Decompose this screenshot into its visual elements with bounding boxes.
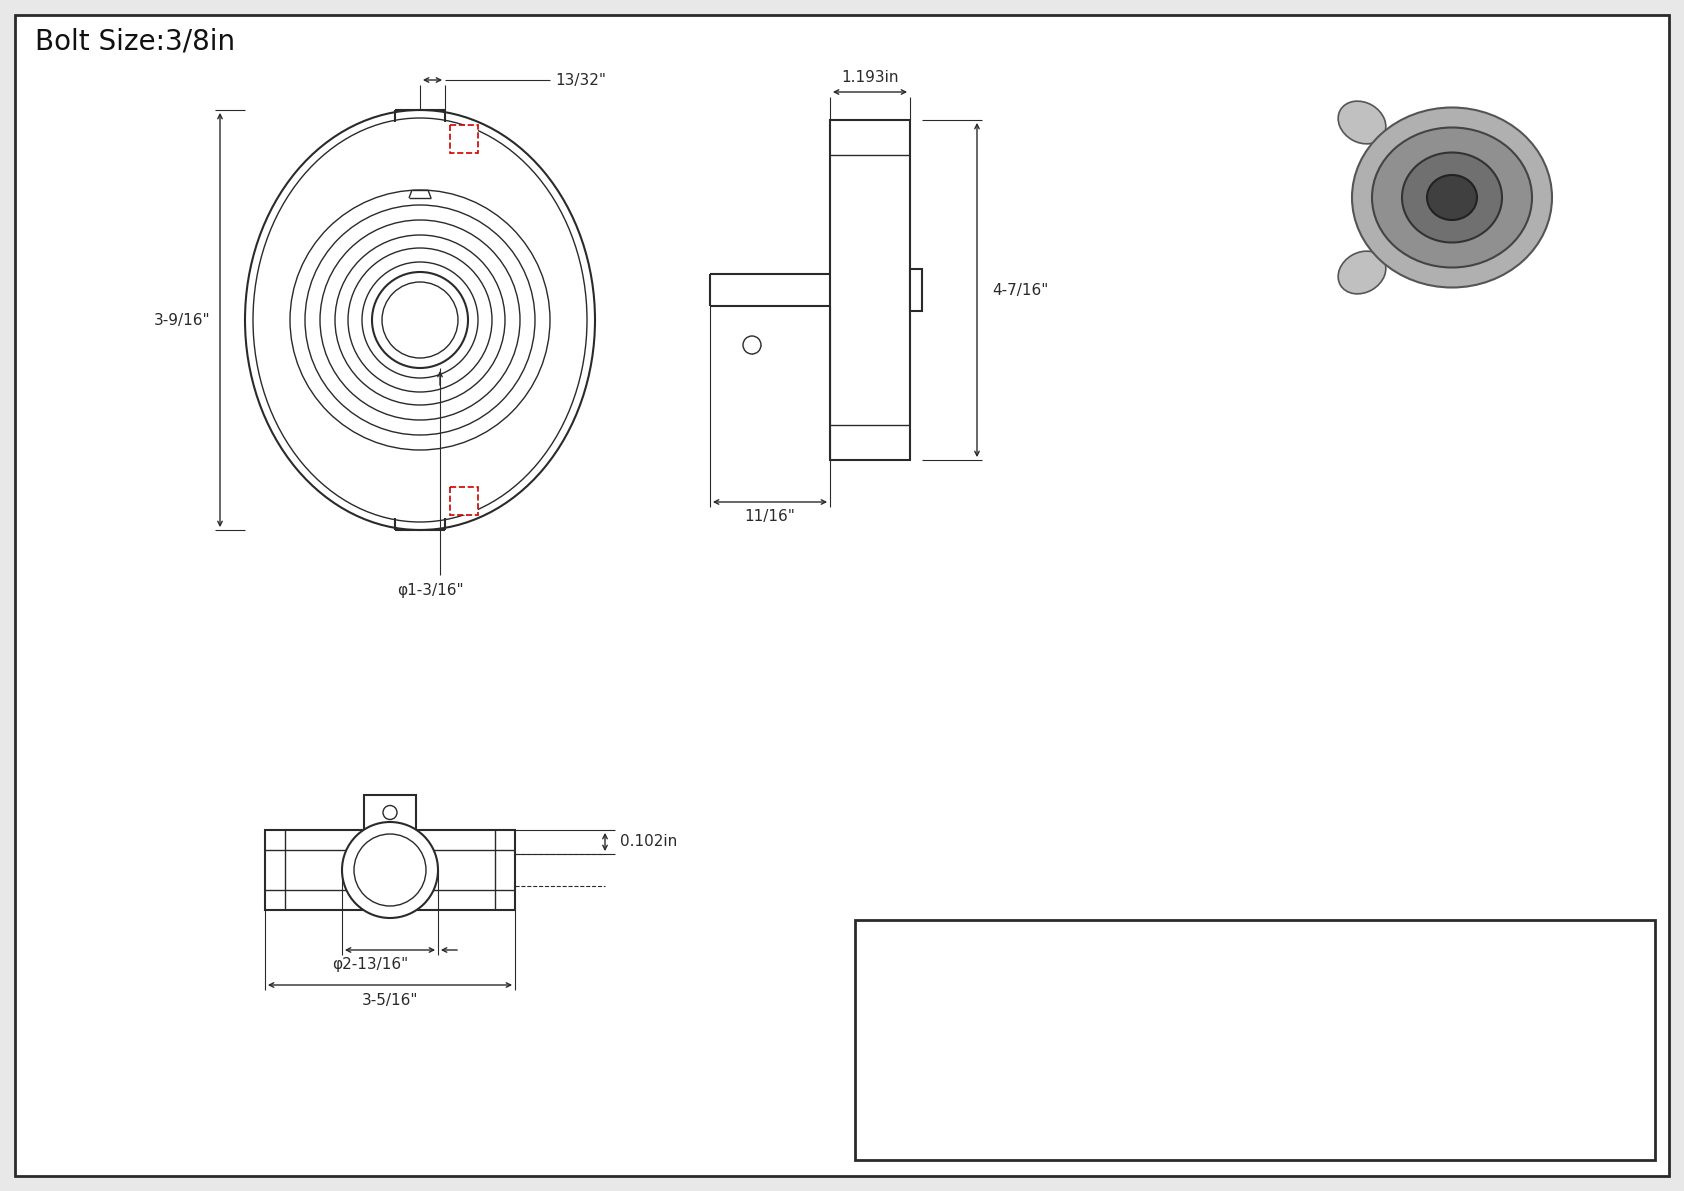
Text: 1.193in: 1.193in bbox=[842, 70, 899, 86]
Text: Part
Number: Part Number bbox=[948, 1079, 1021, 1122]
Text: 3-5/16": 3-5/16" bbox=[362, 992, 418, 1008]
Text: 4-7/16": 4-7/16" bbox=[992, 282, 1049, 298]
Text: 3-9/16": 3-9/16" bbox=[153, 312, 210, 328]
Text: φ1-3/16": φ1-3/16" bbox=[397, 582, 463, 598]
Bar bbox=[450, 487, 478, 515]
Circle shape bbox=[743, 336, 761, 354]
Text: Bolt Size:3/8in: Bolt Size:3/8in bbox=[35, 29, 236, 56]
Ellipse shape bbox=[1426, 175, 1477, 220]
Ellipse shape bbox=[1403, 152, 1502, 243]
Ellipse shape bbox=[1339, 251, 1386, 294]
Text: Email: lilybearing@lily-bearing.com: Email: lilybearing@lily-bearing.com bbox=[1250, 989, 1521, 1004]
Text: 13/32": 13/32" bbox=[556, 73, 606, 87]
Text: BPFL6-19: BPFL6-19 bbox=[1322, 1068, 1448, 1092]
Text: 0.102in: 0.102in bbox=[620, 835, 677, 849]
Circle shape bbox=[342, 822, 438, 918]
Text: ®: ® bbox=[1037, 944, 1056, 964]
Circle shape bbox=[382, 805, 397, 819]
Ellipse shape bbox=[244, 110, 594, 530]
Text: φ2-13/16": φ2-13/16" bbox=[332, 958, 408, 973]
Ellipse shape bbox=[1352, 107, 1553, 287]
Text: SHANGHAI LILY BEARING LIMITED: SHANGHAI LILY BEARING LIMITED bbox=[1216, 953, 1554, 971]
Bar bbox=[909, 269, 923, 311]
Circle shape bbox=[372, 272, 468, 368]
Bar bbox=[450, 125, 478, 152]
Text: 11/16": 11/16" bbox=[744, 510, 795, 524]
Bar bbox=[264, 830, 515, 910]
Ellipse shape bbox=[1339, 101, 1386, 144]
Bar bbox=[830, 120, 909, 460]
Ellipse shape bbox=[1372, 127, 1532, 268]
Text: Two-Bolt Flange Bearing Set Screw Locking: Two-Bolt Flange Bearing Set Screw Lockin… bbox=[1221, 1110, 1549, 1125]
Bar bbox=[364, 796, 416, 830]
Bar bbox=[855, 919, 1655, 1160]
Text: LILY: LILY bbox=[903, 947, 1058, 1014]
